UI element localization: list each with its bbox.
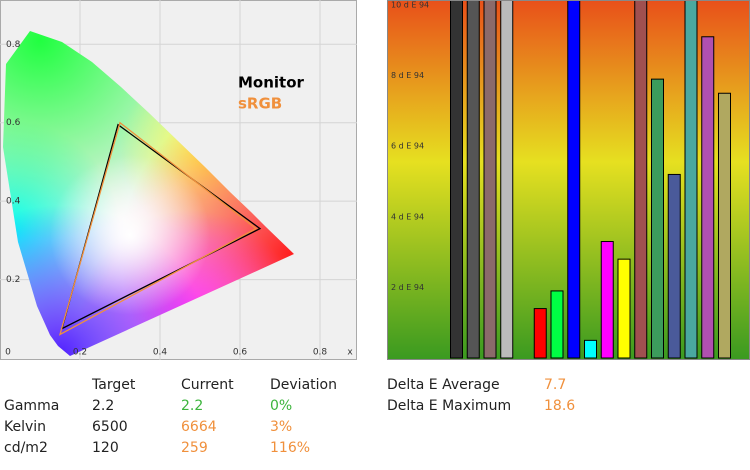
table-cell: Kelvin <box>4 419 46 435</box>
y-tick-label: 0.8 <box>6 40 21 50</box>
x-tick-label: 0 <box>5 348 11 358</box>
bar <box>483 1 497 359</box>
x-tick-label: 0.8 <box>313 348 328 358</box>
legend-entry: sRGB <box>238 95 282 113</box>
bar <box>600 241 614 359</box>
bar <box>500 1 514 359</box>
bar <box>617 258 631 359</box>
x-tick-label: 0.2 <box>73 348 87 358</box>
y-tick-label: 0.2 <box>6 275 20 285</box>
gamut-triangle <box>58 121 258 336</box>
summary-value: 18.6 <box>544 398 575 414</box>
bar <box>550 290 564 359</box>
bar <box>701 36 715 359</box>
table-cell: 3% <box>270 419 292 435</box>
y-tick-label: 8 d E 94 <box>391 71 424 80</box>
table-cell: 2.2 <box>181 398 203 414</box>
bar <box>466 1 480 359</box>
table-cell: cd/m2 <box>4 440 48 456</box>
bar <box>533 308 547 359</box>
y-tick-label: 0.6 <box>6 118 21 128</box>
bar <box>450 1 463 359</box>
summary-value: 7.7 <box>544 377 566 393</box>
x-tick-label: 0.6 <box>233 348 248 358</box>
table-cell: 116% <box>270 440 310 456</box>
bar <box>634 1 648 359</box>
bar <box>567 1 581 359</box>
table-cell: 6500 <box>92 419 128 435</box>
summary-label: Delta E Maximum <box>387 398 511 414</box>
table-cell: 6664 <box>181 419 217 435</box>
table-header: Current <box>181 377 234 393</box>
bar <box>651 78 664 359</box>
y-tick-label: 2 d E 94 <box>391 283 424 292</box>
table-cell: 0% <box>270 398 292 414</box>
table-header: Target <box>91 377 136 393</box>
x-axis-label: x <box>347 348 353 358</box>
x-tick-label: 0.4 <box>153 348 168 358</box>
bar <box>667 173 681 359</box>
summary-label: Delta E Average <box>387 377 500 393</box>
bar <box>584 339 597 359</box>
legend-entry: Monitor <box>238 74 305 92</box>
table-cell: 120 <box>92 440 119 456</box>
table-header: Deviation <box>270 377 337 393</box>
y-tick-label: 10 d E 94 <box>391 1 429 10</box>
bar <box>718 92 731 359</box>
y-tick-label: 0.4 <box>6 197 21 207</box>
y-tick-label: 6 d E 94 <box>391 142 424 151</box>
bar <box>684 1 698 359</box>
table-cell: 259 <box>181 440 208 456</box>
table-cell: 2.2 <box>92 398 114 414</box>
table-cell: Gamma <box>4 398 59 414</box>
y-tick-label: 4 d E 94 <box>391 212 424 221</box>
